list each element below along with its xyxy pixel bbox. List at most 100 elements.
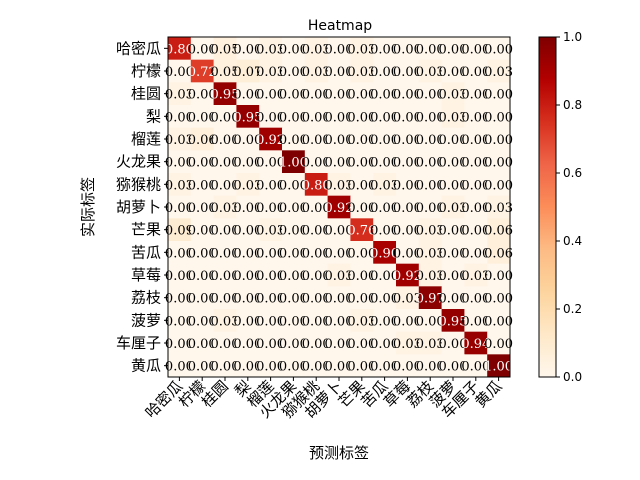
heatmap-cell <box>487 218 511 242</box>
heatmap-cell <box>282 331 306 355</box>
cell-value-label: 0.00 <box>370 65 399 80</box>
cell-value-label: 0.00 <box>165 65 194 80</box>
cell-value-label: 0.00 <box>279 360 308 375</box>
cell-value-label: 0.00 <box>302 133 331 148</box>
heatmap-cell <box>168 286 192 310</box>
y-tick-label: 芒果 <box>131 221 161 239</box>
cell-value-label: 0.03 <box>439 88 468 103</box>
heatmap-cell <box>236 173 260 197</box>
cell-value-label: 0.00 <box>461 360 490 375</box>
cell-value-label: 0.00 <box>439 42 468 57</box>
cell-value-label: 0.00 <box>325 360 354 375</box>
cell-value-label: 0.00 <box>211 156 240 171</box>
cell-value-label: 0.00 <box>256 88 285 103</box>
heatmap-cell <box>168 59 192 83</box>
cell-value-label: 0.00 <box>233 224 262 239</box>
heatmap-cells: 0.800.000.050.000.030.000.030.000.030.00… <box>165 37 513 378</box>
heatmap-cell <box>168 331 192 355</box>
cell-value-label: 0.00 <box>461 65 490 80</box>
heatmap-cell <box>487 331 511 355</box>
heatmap-cell <box>190 59 214 83</box>
heatmap-cell <box>259 241 283 265</box>
y-axis-label: 实际标签 <box>79 177 97 237</box>
heatmap-cell <box>464 286 488 310</box>
heatmap-cell <box>418 105 442 129</box>
x-tick-label: 桂圆 <box>198 377 232 411</box>
heatmap-cell <box>373 354 397 378</box>
heatmap-cell <box>396 59 420 83</box>
heatmap-cell <box>418 59 442 83</box>
heatmap-cell <box>418 309 442 333</box>
heatmap-cell <box>373 331 397 355</box>
cell-value-label: 0.00 <box>211 224 240 239</box>
cell-value-label: 0.00 <box>279 178 308 193</box>
heatmap-cell <box>190 331 214 355</box>
cell-value-label: 0.00 <box>484 88 513 103</box>
cell-value-label: 0.00 <box>256 110 285 125</box>
heatmap-cell <box>441 263 465 287</box>
cell-value-label: 0.80 <box>302 178 331 193</box>
heatmap-cell <box>373 309 397 333</box>
colorbar-ticks: 0.0 0.2 0.4 0.6 0.8 1.0 <box>556 30 582 384</box>
cell-value-label: 0.00 <box>439 360 468 375</box>
cell-value-label: 0.03 <box>347 65 376 80</box>
heatmap-cell <box>396 263 420 287</box>
cell-value-label: 0.00 <box>461 110 490 125</box>
heatmap-cell <box>304 241 328 265</box>
cell-value-label: 0.00 <box>461 88 490 103</box>
heatmap-cell <box>327 195 351 219</box>
cell-value-label: 0.00 <box>484 42 513 57</box>
cell-value-label: 0.00 <box>393 246 422 261</box>
heatmap-cell <box>327 218 351 242</box>
cell-value-label: 0.03 <box>416 269 445 284</box>
heatmap-cell <box>441 173 465 197</box>
cell-value-label: 0.00 <box>484 133 513 148</box>
cell-value-label: 0.00 <box>188 269 217 284</box>
heatmap-cell <box>441 218 465 242</box>
heatmap-cell <box>396 354 420 378</box>
heatmap-cell <box>418 127 442 151</box>
heatmap-cell <box>236 150 260 174</box>
heatmap-cell <box>487 127 511 151</box>
heatmap-cell <box>236 195 260 219</box>
heatmap-cell <box>190 82 214 106</box>
cell-value-label: 0.00 <box>484 314 513 329</box>
cell-value-label: 0.00 <box>256 360 285 375</box>
cell-value-label: 0.00 <box>416 314 445 329</box>
heatmap-cell <box>282 173 306 197</box>
heatmap-cell <box>441 195 465 219</box>
heatmap-cell <box>418 37 442 61</box>
chart-title: Heatmap <box>308 18 372 34</box>
cell-value-label: 0.00 <box>439 178 468 193</box>
colorbar-tick-label: 0.6 <box>563 166 582 180</box>
cell-value-label: 0.00 <box>279 88 308 103</box>
y-tick-label: 桂圆 <box>131 85 161 103</box>
cell-value-label: 0.03 <box>484 201 513 216</box>
heatmap-cell <box>350 173 374 197</box>
cell-value-label: 0.00 <box>165 110 194 125</box>
heatmap-cell <box>236 82 260 106</box>
cell-value-label: 0.00 <box>370 224 399 239</box>
heatmap-cell <box>190 309 214 333</box>
heatmap-cell <box>190 263 214 287</box>
heatmap-cell <box>236 263 260 287</box>
heatmap-cell <box>418 286 442 310</box>
heatmap-cell <box>396 309 420 333</box>
cell-value-label: 0.00 <box>439 224 468 239</box>
cell-value-label: 0.76 <box>347 224 376 239</box>
heatmap-cell <box>441 59 465 83</box>
cell-value-label: 0.00 <box>393 133 422 148</box>
heatmap-cell <box>396 127 420 151</box>
heatmap-cell <box>487 59 511 83</box>
cell-value-label: 0.00 <box>302 201 331 216</box>
cell-value-label: 0.00 <box>439 337 468 352</box>
heatmap-cell <box>282 59 306 83</box>
heatmap-cell <box>441 82 465 106</box>
cell-value-label: 0.00 <box>279 292 308 307</box>
cell-value-label: 0.00 <box>302 269 331 284</box>
cell-value-label: 0.00 <box>393 178 422 193</box>
cell-value-label: 0.06 <box>188 133 217 148</box>
heatmap-cell <box>190 150 214 174</box>
cell-value-label: 0.00 <box>461 224 490 239</box>
heatmap-cell <box>236 127 260 151</box>
